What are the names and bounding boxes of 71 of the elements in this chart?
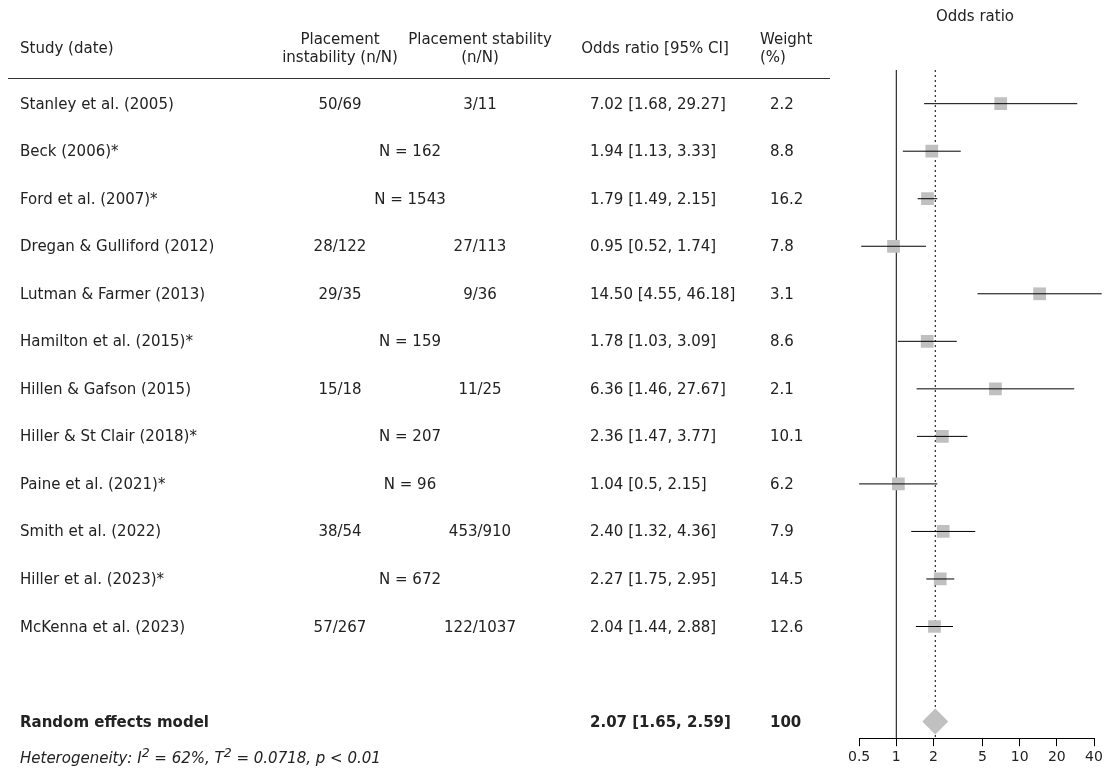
text: 2.1 (770, 379, 794, 398)
text: 2.36 [1.47, 3.77] (590, 427, 717, 446)
text: 7.8 (770, 237, 794, 256)
text: 1.04 [0.5, 2.15] (590, 474, 707, 493)
text: 38/54 (318, 522, 362, 541)
text: Smith et al. (2022) (20, 522, 162, 541)
text: Dregan & Gulliford (2012) (20, 237, 215, 256)
x-tick-label: 1 (891, 748, 901, 765)
text: 28/122 (313, 237, 367, 256)
text: 1.94 [1.13, 3.33] (590, 142, 717, 161)
text: N = 1543 (374, 189, 446, 208)
text: 1.79 [1.49, 2.15] (590, 189, 717, 208)
text: 50/69 (318, 94, 362, 113)
text: 16.2 (770, 189, 804, 208)
text: 2.2 (770, 94, 794, 113)
text: Heterogeneity: I$^{2}$ = 62%, T$^{2}$ = 0.0718, p < 0.01 (20, 744, 381, 767)
x-tick-label: 20 (1047, 748, 1066, 765)
text: Hillen & Gafson (2015) (20, 379, 191, 398)
x-tick-label: 2 (928, 748, 938, 765)
text: Hamilton et al. (2015)* (20, 332, 193, 351)
text: 6.2 (770, 474, 794, 493)
x-tick-label: 5 (978, 748, 988, 765)
text: Hiller et al. (2023)* (20, 569, 165, 588)
text: 15/18 (318, 379, 362, 398)
text: 1.78 [1.03, 3.09] (590, 332, 717, 351)
text: N = 207 (379, 427, 441, 446)
category-label: Weight (%) (760, 30, 814, 66)
text: 11/25 (458, 379, 502, 398)
text: 2.07 [1.65, 2.59] (590, 712, 731, 731)
text: 57/267 (313, 617, 367, 636)
text: Paine et al. (2021)* (20, 474, 166, 493)
text: 9/36 (463, 284, 497, 303)
text: 14.50 [4.55, 46.18] (590, 284, 736, 303)
x-tick-label: 40 (1085, 748, 1103, 765)
text: 7.02 [1.68, 29.27] (590, 94, 726, 113)
chart-title: Odds ratio (935, 6, 1015, 25)
text: 2.40 [1.32, 4.36] (590, 522, 717, 541)
x-tick-label: 0.5 (848, 748, 871, 765)
text: N = 672 (379, 569, 441, 588)
category-label: Placement stability (n/N) (407, 30, 553, 66)
x-tick-label: 10 (1010, 748, 1029, 765)
text: Beck (2006)* (20, 142, 119, 161)
text: 0.95 [0.52, 1.74] (590, 237, 717, 256)
text: 6.36 [1.46, 27.67] (590, 379, 726, 398)
text: N = 159 (379, 332, 441, 351)
text: 27/113 (453, 237, 507, 256)
text: 8.6 (770, 332, 794, 351)
text: 29/35 (318, 284, 362, 303)
text: N = 162 (379, 142, 441, 161)
text: 2.27 [1.75, 2.95] (590, 569, 717, 588)
text: 453/910 (448, 522, 512, 541)
text: 3.1 (770, 284, 794, 303)
text: 2.04 [1.44, 2.88] (590, 617, 717, 636)
category-label: Study (date) (20, 39, 114, 57)
category-label: Odds ratio [95% CI] (580, 39, 730, 57)
text: 100 (770, 712, 802, 731)
text: 14.5 (770, 569, 804, 588)
text: 3/11 (463, 94, 497, 113)
text: McKenna et al. (2023) (20, 617, 186, 636)
text: 8.8 (770, 142, 794, 161)
text: 7.9 (770, 522, 794, 541)
text: N = 96 (383, 474, 437, 493)
text: Random effects model (20, 712, 209, 731)
text: Ford et al. (2007)* (20, 189, 158, 208)
text: Hiller & St Clair (2018)* (20, 427, 197, 446)
category-label: Placement instability (n/N) (282, 30, 398, 66)
text: Lutman & Farmer (2013) (20, 284, 206, 303)
text: 12.6 (770, 617, 804, 636)
text: Stanley et al. (2005) (20, 94, 174, 113)
text: 10.1 (770, 427, 804, 446)
text: 122/1037 (444, 617, 516, 636)
